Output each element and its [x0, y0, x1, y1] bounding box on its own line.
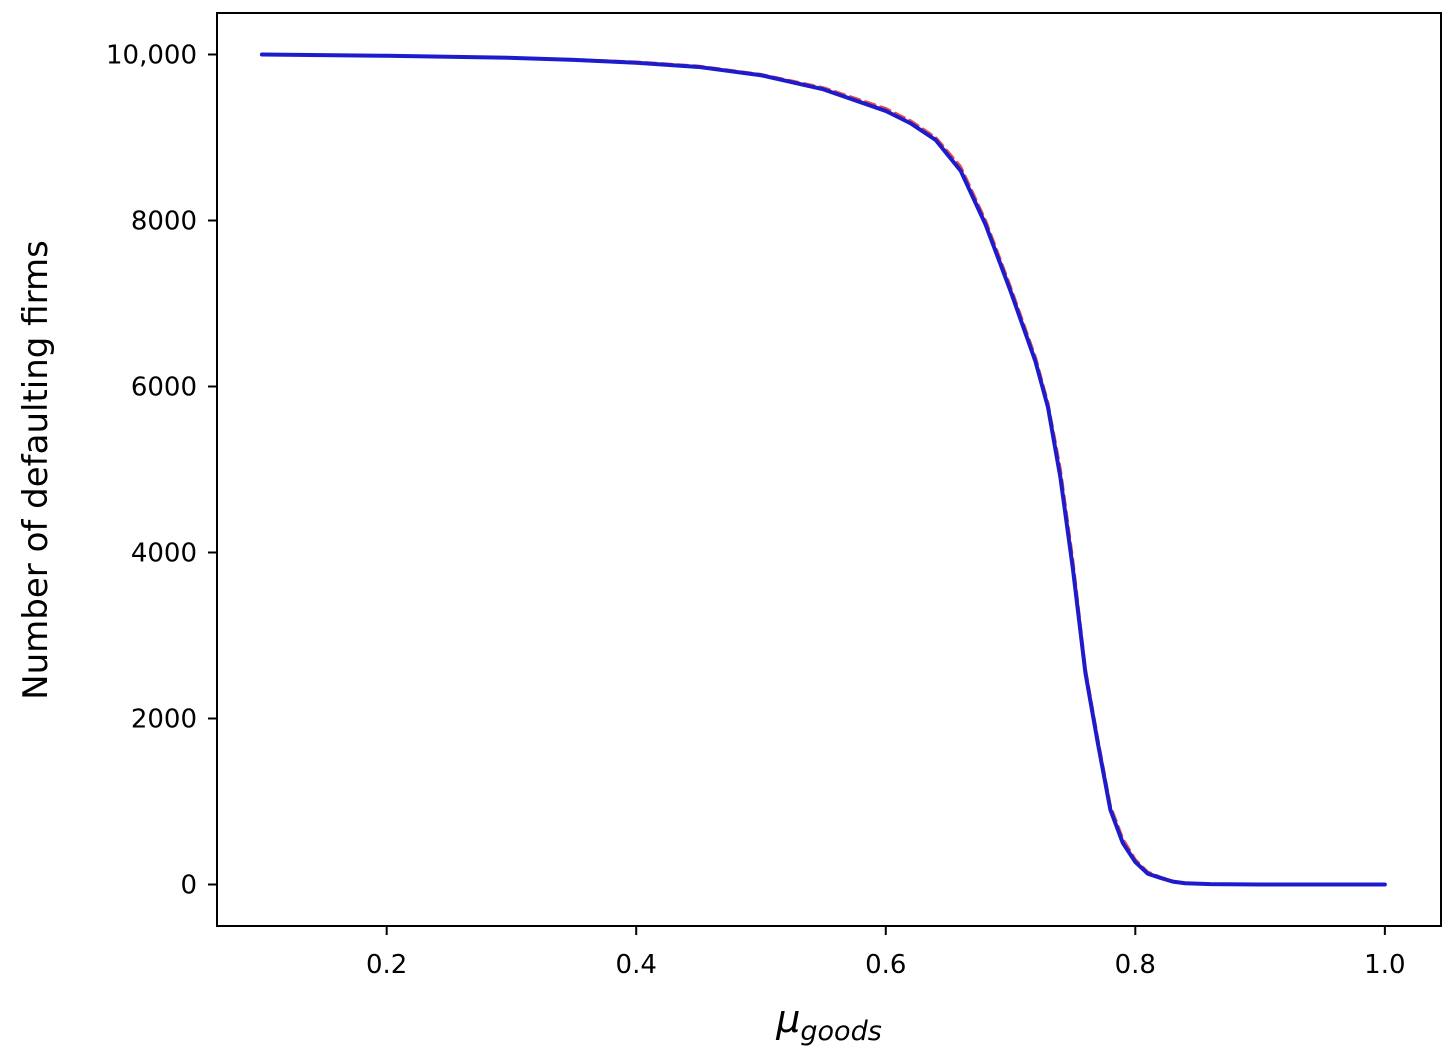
- x-tick-label: 0.2: [366, 950, 407, 980]
- plot-area: [217, 13, 1441, 926]
- x-axis-label-subscript: goods: [800, 1016, 881, 1046]
- plot-background: [217, 13, 1441, 926]
- y-tick-label: 4000: [131, 539, 197, 569]
- series-lines: [259, 52, 1387, 887]
- y-tick-label: 0: [180, 871, 197, 901]
- x-tick-label: 0.8: [1115, 950, 1156, 980]
- y-tick-label: 2000: [131, 705, 197, 735]
- plot-frame: [216, 12, 1442, 927]
- x-axis-label-symbol: μ: [775, 997, 800, 1041]
- series-line-2: [259, 52, 1387, 887]
- x-tick-label: 1.0: [1364, 950, 1405, 980]
- y-tick-label: 10,000: [106, 41, 197, 71]
- y-axis-label: Number of defaulting firms: [16, 240, 56, 700]
- y-tick-label: 8000: [131, 207, 197, 237]
- y-tick-label: 6000: [131, 373, 197, 403]
- x-tick-label: 0.6: [865, 950, 906, 980]
- x-axis-label: μgoods: [775, 997, 882, 1046]
- x-axis-ticks: 0.2 0.4 0.6 0.8 1.0: [366, 926, 1406, 980]
- x-tick-label: 0.4: [616, 950, 657, 980]
- y-axis-ticks: 0 2000 4000 6000 8000 10,000: [106, 41, 217, 901]
